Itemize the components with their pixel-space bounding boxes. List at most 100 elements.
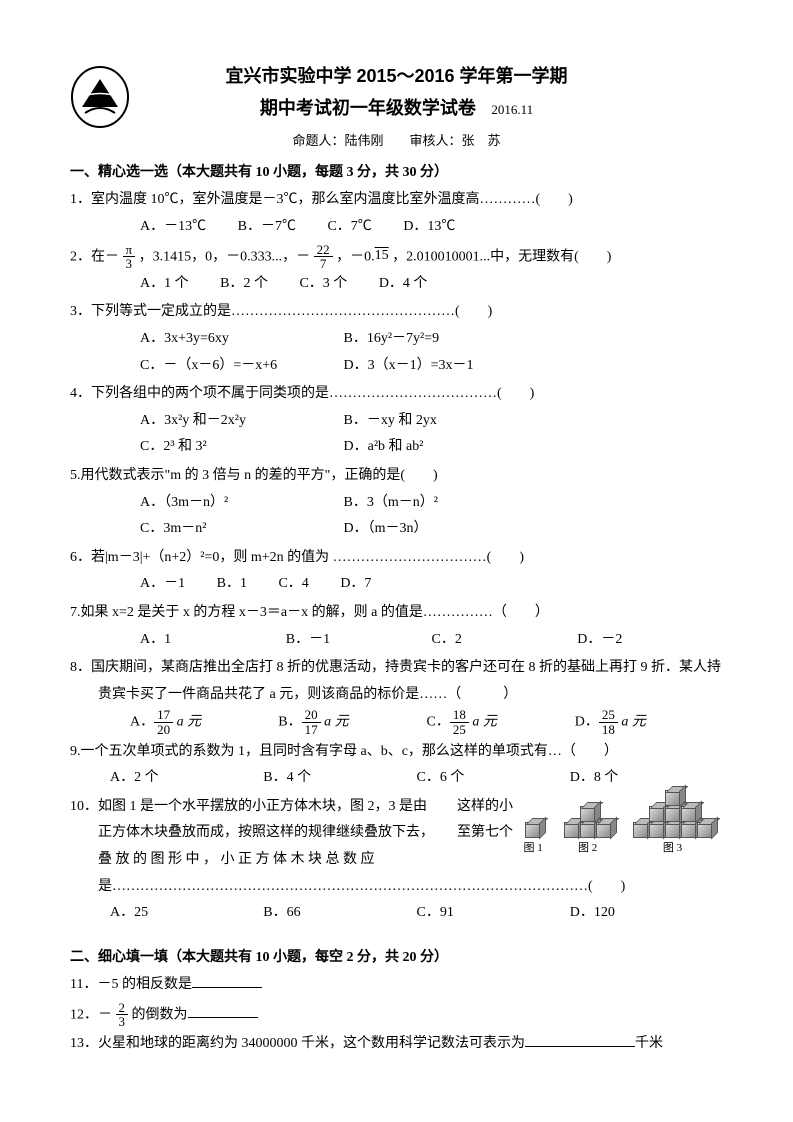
q1-A: A．－13℃ — [140, 219, 206, 234]
q8-D: D．2518 a 元 — [575, 708, 723, 736]
q6-A: A．－1 — [140, 576, 185, 591]
q2-post: ，2.010010001...中，无理数有( ) — [392, 249, 611, 264]
q13-blank[interactable] — [525, 1032, 635, 1047]
exam-date: 2016.11 — [491, 102, 533, 117]
section1-title: 一、精心选一选（本大题共有 10 小题，每题 3 分，共 30 分） — [70, 160, 723, 185]
q4-text: 4．下列各组中的两个项不属于同类项的是………………………………( ) — [70, 386, 534, 401]
q12-pre: 12．－ — [70, 1007, 112, 1022]
q10-D: D．120 — [570, 900, 723, 927]
q12-frac: 23 — [116, 1001, 129, 1029]
q6-B: B．1 — [217, 576, 247, 591]
q13-pre: 13．火星和地球的距离约为 34000000 千米，这个数用科学记数法可表示为 — [70, 1036, 525, 1051]
q3-C: C．－（x－6）=－x+6 — [140, 353, 340, 380]
q2-recur: 15 — [375, 248, 389, 263]
section2-title: 二、细心填一填（本大题共有 10 小题，每空 2 分，共 20 分） — [70, 945, 723, 970]
q8: 8．国庆期间，某商店推出全店打 8 折的优惠活动，持贵宾卡的客户还可在 8 折的… — [70, 655, 723, 736]
q2-options: A．1 个 B．2 个 C．3 个 D．4 个 — [70, 271, 723, 298]
q7-options: A．1 B．－1 C．2 D．－2 — [70, 627, 723, 654]
q4-D: D．a²b 和 ab² — [344, 439, 424, 454]
q10-A: A．25 — [110, 900, 263, 927]
q2-D: D．4 个 — [379, 276, 428, 291]
q9-A: A．2 个 — [110, 765, 263, 792]
q11-text: 11．－5 的相反数是 — [70, 977, 192, 992]
q1: 1．室内温度 10℃，室外温度是－3℃，那么室内温度比室外温度高…………( ) … — [70, 187, 723, 240]
q10-line2a: 正方体木块叠放而成，按照这样的规律继续叠放下去， — [98, 820, 434, 847]
q10-C: C．91 — [417, 900, 570, 927]
q5-A: A．（3m－n）² — [140, 490, 340, 517]
q2: 2．在－ π3 ，3.1415，0，－0.333...，－ 227 ，－0.15… — [70, 243, 723, 298]
q8-text1: 8．国庆期间，某商店推出全店打 8 折的优惠活动，持贵宾卡的客户还可在 8 折的… — [70, 655, 723, 682]
header: 宜兴市实验中学 2015～2016 学年第一学期 期中考试初一年级数学试卷 20… — [70, 60, 723, 152]
q3-options: A．3x+3y=6xy B．16y²－7y²=9 C．－（x－6）=－x+6 D… — [70, 326, 723, 379]
q7-D: D．－2 — [577, 627, 723, 654]
q3: 3．下列等式一定成立的是…………………………………………( ) A．3x+3y=… — [70, 299, 723, 379]
fig1-icon: 图 1 — [523, 822, 542, 859]
q9-options: A．2 个 B．4 个 C．6 个 D．8 个 — [70, 765, 723, 792]
q4: 4．下列各组中的两个项不属于同类项的是………………………………( ) A．3x²… — [70, 381, 723, 461]
q1-options: A．－13℃ B．－7℃ C．7℃ D．13℃ — [70, 214, 723, 241]
q2-C: C．3 个 — [299, 276, 347, 291]
authors: 命题人：陆伟刚 审核人：张 苏 — [70, 129, 723, 152]
q4-B: B．－xy 和 2yx — [344, 413, 437, 428]
q12: 12．－ 23 的倒数为 — [70, 1001, 723, 1029]
q8-A: A．1720 a 元 — [130, 708, 278, 736]
q2-B: B．2 个 — [220, 276, 268, 291]
q10-line1a: 10．如图 1 是一个水平摆放的小正方体木块，图 2，3 是由 — [70, 794, 427, 821]
q9-C: C．6 个 — [417, 765, 570, 792]
q2-frac1: π3 — [123, 243, 136, 271]
q11-blank[interactable] — [192, 973, 262, 988]
q2-A: A．1 个 — [140, 276, 189, 291]
q13-post: 千米 — [635, 1036, 663, 1051]
q10-line1b: 这样的小 — [457, 794, 513, 821]
q10-options: A．25 B．66 C．91 D．120 — [70, 900, 723, 927]
q1-C: C．7℃ — [327, 219, 371, 234]
q10-figures: 图 1 图 2 图 3 — [513, 790, 723, 859]
q5-options: A．（3m－n）² B．3（m－n）² C．3m－n² D．（m－3n） — [70, 490, 723, 543]
q4-options: A．3x²y 和－2x²y B．－xy 和 2yx C．2³ 和 3² D．a²… — [70, 408, 723, 461]
q7-A: A．1 — [140, 627, 286, 654]
q3-text: 3．下列等式一定成立的是…………………………………………( ) — [70, 304, 492, 319]
q5-B: B．3（m－n）² — [344, 495, 438, 510]
fig2-icon: 图 2 — [564, 806, 612, 859]
q3-D: D．3（x－1）=3x－1 — [344, 358, 474, 373]
q6: 6．若|m－3|+（n+2）²=0，则 m+2n 的值为 ……………………………… — [70, 545, 723, 598]
q12-blank[interactable] — [188, 1003, 258, 1018]
q6-text: 6．若|m－3|+（n+2）²=0，则 m+2n 的值为 ……………………………… — [70, 550, 524, 565]
title-main: 宜兴市实验中学 2015～2016 学年第一学期 — [70, 60, 723, 92]
q2-frac2: 227 — [314, 243, 333, 271]
q1-B: B．－7℃ — [238, 219, 296, 234]
q8-options: A．1720 a 元 B．2017 a 元 C．1825 a 元 D．2518 … — [70, 708, 723, 736]
q5-C: C．3m－n² — [140, 516, 340, 543]
q7-B: B．－1 — [286, 627, 432, 654]
q10: 图 1 图 2 图 3 10． — [70, 794, 723, 927]
q9-D: D．8 个 — [570, 765, 723, 792]
q8-text2: 贵宾卡买了一件商品共花了 a 元，则该商品的标价是……（ ） — [70, 682, 723, 709]
q10-line2b: 至第七个 — [457, 820, 513, 847]
q8-C: C．1825 a 元 — [427, 708, 575, 736]
q7-C: C．2 — [432, 627, 578, 654]
q5: 5.用代数式表示"m 的 3 倍与 n 的差的平方"，正确的是( ) A．（3m… — [70, 463, 723, 543]
q11: 11．－5 的相反数是 — [70, 972, 723, 999]
q6-D: D．7 — [340, 576, 371, 591]
q2-mid2: ，－0. — [336, 249, 375, 264]
q1-D: D．13℃ — [403, 219, 455, 234]
title-sub: 期中考试初一年级数学试卷 — [260, 98, 476, 118]
title-sub-row: 期中考试初一年级数学试卷 2016.11 — [70, 92, 723, 124]
q2-pre: 2．在－ — [70, 249, 119, 264]
q4-C: C．2³ 和 3² — [140, 434, 340, 461]
q10-B: B．66 — [263, 900, 416, 927]
q9: 9.一个五次单项式的系数为 1，且同时含有字母 a、b、c，那么这样的单项式有…… — [70, 739, 723, 792]
q1-text: 1．室内温度 10℃，室外温度是－3℃，那么室内温度比室外温度高…………( ) — [70, 192, 573, 207]
q5-text: 5.用代数式表示"m 的 3 倍与 n 的差的平方"，正确的是( ) — [70, 468, 438, 483]
q10-line4: 是…………………………………………………………………………………………( ) — [70, 874, 723, 901]
school-logo-icon — [70, 65, 130, 130]
q9-B: B．4 个 — [263, 765, 416, 792]
fig3-icon: 图 3 — [633, 790, 713, 859]
q8-B: B．2017 a 元 — [278, 708, 426, 736]
q6-C: C．4 — [278, 576, 308, 591]
q12-post: 的倒数为 — [132, 1007, 188, 1022]
q3-A: A．3x+3y=6xy — [140, 326, 340, 353]
q6-options: A．－1 B．1 C．4 D．7 — [70, 571, 723, 598]
q7-text: 7.如果 x=2 是关于 x 的方程 x－3＝a－x 的解，则 a 的值是………… — [70, 605, 549, 620]
q7: 7.如果 x=2 是关于 x 的方程 x－3＝a－x 的解，则 a 的值是………… — [70, 600, 723, 653]
